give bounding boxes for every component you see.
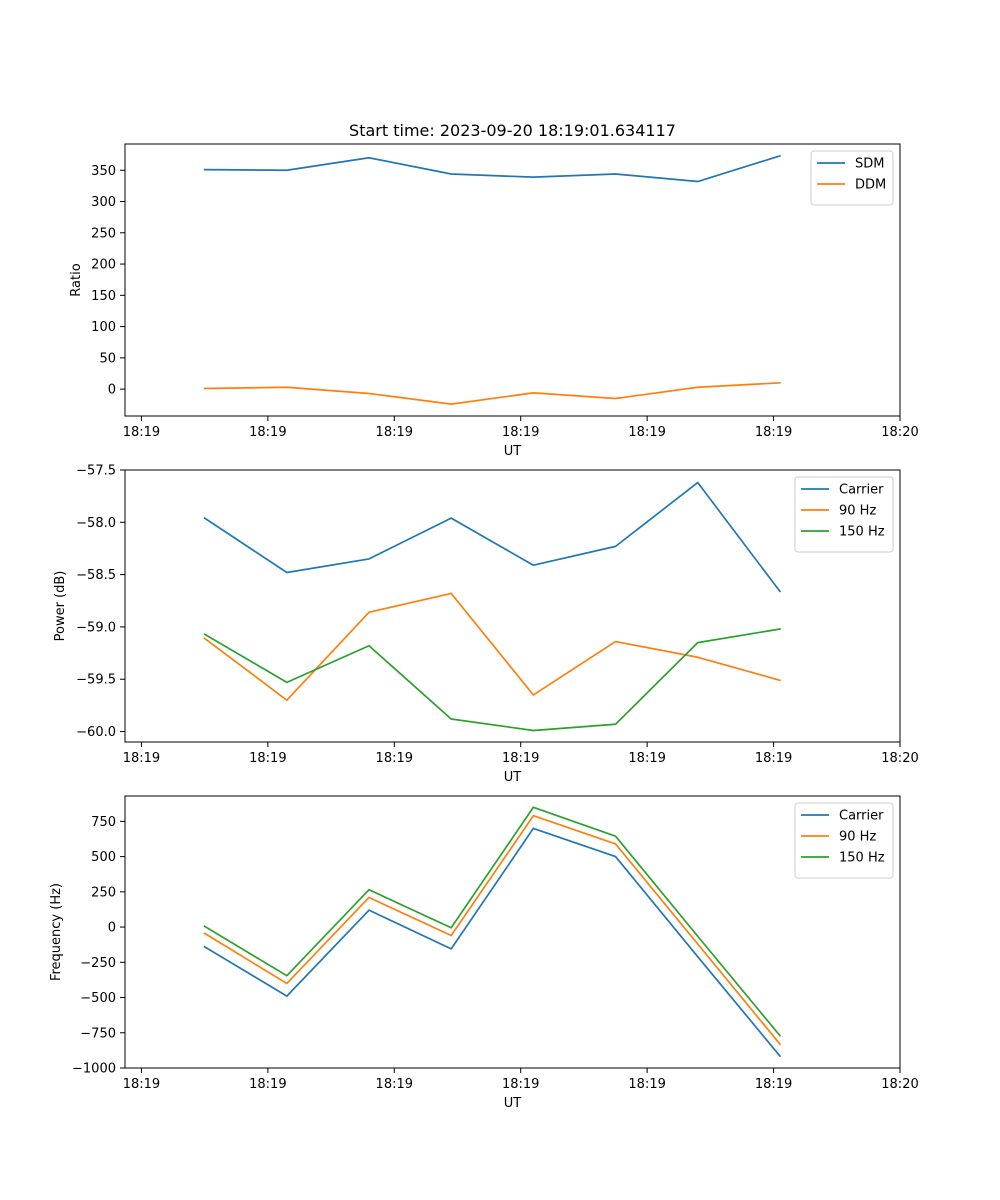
x-tick-label: 18:19	[123, 1077, 160, 1092]
legend-label: SDM	[855, 157, 884, 172]
y-tick-label: 150	[91, 289, 116, 304]
x-tick-label: 18:19	[123, 751, 160, 766]
series-line-carrier	[203, 481, 782, 593]
x-tick-label: 18:19	[249, 425, 286, 440]
chart-panel-1: 18:19 18:19 18:19 18:19 18:19 18:19 18:20 0 50 10…	[69, 121, 919, 459]
x-tick-label: 18:19	[502, 425, 539, 440]
chart-panel-2: 18:19 18:19 18:19 18:19 18:19 18:19 18:20 −60.0…	[53, 464, 919, 786]
x-tick-label: 18:19	[376, 1077, 413, 1092]
series-line-90-hz	[203, 814, 782, 1046]
y-tick-label: −60.0	[76, 725, 116, 740]
y-tick-label: −58.0	[76, 516, 116, 531]
x-tick-label: 18:19	[502, 1077, 539, 1092]
y-tick-label: 250	[91, 226, 116, 241]
x-axis-label: UT	[504, 1096, 522, 1111]
legend-box	[794, 802, 894, 879]
x-tick-label: 18:19	[755, 751, 792, 766]
series-line-carrier	[203, 827, 782, 1058]
legend-box	[794, 476, 894, 553]
plot-frame	[124, 143, 901, 417]
legend: SDM DDM	[810, 150, 894, 206]
legend-label: 90 Hz	[839, 830, 876, 845]
series-line-90-hz	[203, 592, 781, 702]
y-tick-label: 350	[91, 164, 116, 179]
x-tick-label: 18:19	[628, 751, 665, 766]
y-tick-label: 500	[91, 850, 116, 865]
x-tick-label: 18:19	[249, 1077, 286, 1092]
x-tick-label: 18:19	[628, 425, 665, 440]
y-tick-label: −57.5	[76, 464, 116, 479]
legend-label: 90 Hz	[839, 504, 876, 519]
y-axis-label: Frequency (Hz)	[49, 883, 64, 981]
y-tick-label: 250	[91, 885, 116, 900]
x-tick-label: 18:19	[123, 425, 160, 440]
y-tick-label: −58.5	[76, 568, 116, 583]
x-tick-label: 18:19	[249, 751, 286, 766]
series-line-ddm	[203, 381, 781, 405]
series-line-150-hz	[203, 628, 781, 732]
x-axis-label: UT	[504, 444, 522, 459]
series-line-sdm	[203, 154, 781, 183]
x-tick-label: 18:19	[502, 751, 539, 766]
x-tick-label: 18:19	[755, 1077, 792, 1092]
y-tick-label: 300	[91, 195, 116, 210]
y-tick-label: −59.0	[76, 620, 116, 635]
y-tick-label: 200	[91, 258, 116, 273]
legend-label: Carrier	[839, 809, 884, 824]
legend-label: Carrier	[839, 483, 884, 498]
legend-box	[810, 150, 894, 206]
y-axis-label: Ratio	[69, 263, 84, 296]
x-tick-label: 18:20	[881, 751, 918, 766]
y-tick-label: −1000	[72, 1062, 116, 1077]
y-tick-label: −750	[80, 1026, 116, 1041]
y-axis-label: Power (dB)	[53, 571, 68, 642]
chart-panel-3: 18:19 18:19 18:19 18:19 18:19 18:19 18:20 −1000…	[49, 795, 919, 1111]
y-tick-label: −59.5	[76, 673, 116, 688]
x-tick-label: 18:19	[376, 751, 413, 766]
x-axis-label: UT	[504, 770, 522, 785]
y-tick-label: −500	[80, 991, 116, 1006]
x-tick-label: 18:19	[376, 425, 413, 440]
x-tick-label: 18:19	[628, 1077, 665, 1092]
y-tick-label: 0	[108, 921, 116, 936]
plot-frame	[124, 795, 901, 1069]
series-line-150-hz	[203, 806, 782, 1037]
legend-label: 150 Hz	[839, 851, 885, 866]
y-tick-label: 750	[91, 815, 116, 830]
chart-title: Start time: 2023-09-20 18:19:01.634117	[349, 121, 676, 140]
y-tick-label: 100	[91, 320, 116, 335]
legend: Carrier 90 Hz 150 Hz	[794, 476, 894, 553]
x-tick-label: 18:20	[881, 1077, 918, 1092]
plot-frame	[124, 469, 901, 743]
legend-label: DDM	[855, 178, 886, 193]
x-tick-label: 18:19	[755, 425, 792, 440]
x-tick-label: 18:20	[881, 425, 918, 440]
y-tick-label: 50	[99, 351, 116, 366]
legend: Carrier 90 Hz 150 Hz	[794, 802, 894, 879]
y-tick-label: 0	[108, 383, 116, 398]
y-tick-label: −250	[80, 956, 116, 971]
legend-label: 150 Hz	[839, 525, 885, 540]
